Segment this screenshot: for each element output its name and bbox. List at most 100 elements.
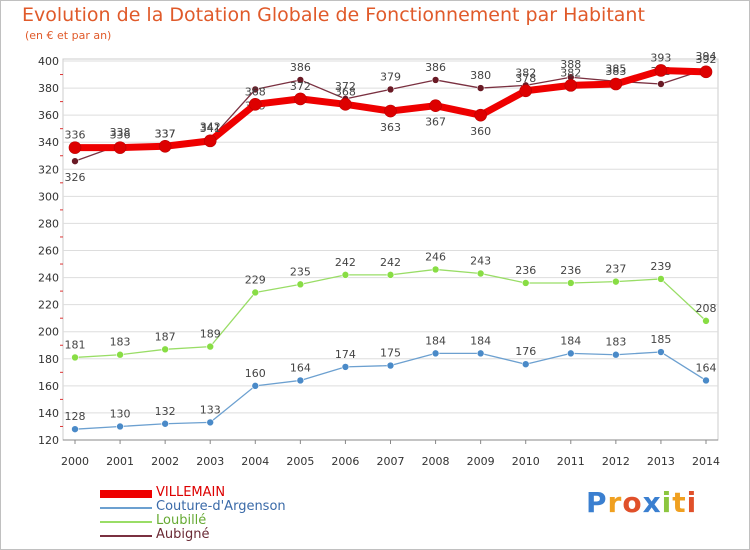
data-label: 132 [155,405,176,418]
x-tick-label: 2000 [61,455,89,468]
data-point [657,275,665,283]
legend-label: Loubillé [156,513,207,528]
data-point [657,348,665,356]
data-label: 187 [155,330,176,343]
data-label: 336 [110,129,131,142]
data-point [158,139,172,153]
data-point [474,108,487,122]
data-label: 326 [65,171,86,184]
y-tick-label: 260 [38,245,59,258]
data-label: 394 [696,50,717,63]
logo-letter: t [672,486,687,519]
x-tick-label: 2007 [377,455,405,468]
x-tick-label: 2011 [557,455,585,468]
data-label: 341 [200,122,221,135]
x-tick-label: 2013 [647,455,675,468]
data-point [71,425,79,433]
data-label: 383 [605,65,626,78]
data-point [431,265,440,274]
data-point [296,376,305,385]
data-point [161,345,169,354]
logo-letter: i [686,486,698,519]
x-tick-label: 2003 [196,455,224,468]
y-tick-label: 360 [38,109,59,122]
data-point [566,279,575,287]
data-point [341,363,350,371]
data-label: 392 [696,53,717,66]
data-point [657,80,665,88]
data-label: 336 [65,129,86,142]
plot-area [62,58,719,441]
data-point [476,84,485,92]
y-tick-label: 380 [38,82,59,95]
data-label: 160 [245,367,266,380]
y-tick-label: 400 [38,55,59,68]
x-tick-label: 2008 [422,455,450,468]
data-point [702,317,710,325]
y-tick-label: 240 [38,272,59,285]
data-label: 246 [425,250,446,263]
data-label: 184 [560,334,581,347]
data-point [476,269,485,278]
data-point [654,64,668,77]
data-point [206,342,215,351]
legend-label: VILLEMAIN [156,485,226,500]
data-label: 239 [650,260,671,273]
logo-letter: x [642,486,662,519]
legend-swatch [100,507,152,509]
data-point [116,350,124,359]
data-label: 176 [515,345,536,358]
data-label: 388 [560,58,581,71]
data-point [702,376,710,385]
data-label: 342 [200,121,221,134]
data-label: 236 [560,264,581,277]
y-tick-label: 220 [38,299,59,312]
chart-title: Evolution de la Dotation Globale de Fonc… [22,4,645,26]
data-point [71,353,79,362]
data-point [251,288,260,297]
data-label: 189 [200,328,221,341]
data-label: 380 [470,69,491,82]
data-label: 337 [155,127,176,140]
data-label: 385 [605,62,626,75]
data-label: 386 [290,61,311,74]
data-point [612,277,620,286]
data-label: 367 [425,116,446,129]
y-tick-label: 320 [38,163,59,176]
data-label: 242 [380,256,401,269]
data-label: 242 [335,256,356,269]
logo-letter: r [607,486,623,519]
y-tick-label: 180 [38,353,59,366]
legend-label: Aubigné [156,527,210,542]
legend-swatch [100,490,152,498]
data-point [251,85,260,94]
data-label: 382 [560,66,581,79]
data-point [429,99,442,112]
data-point [296,280,305,289]
data-point [248,98,262,111]
data-point [609,77,623,91]
data-point [113,141,127,154]
data-point [71,157,79,165]
data-label: 379 [380,70,401,83]
data-label: 237 [605,263,626,276]
data-label: 130 [110,407,131,420]
data-label: 386 [425,61,446,74]
data-point [431,349,440,358]
logo-letter: P [586,486,608,519]
proxiti-logo: Proxiti [586,486,697,519]
data-label: 229 [245,273,266,286]
data-label: 372 [335,80,356,93]
data-point [251,382,260,390]
data-point [519,84,533,98]
data-label: 372 [290,80,311,93]
legend-swatch [100,535,152,537]
x-tick-label: 2006 [331,455,359,468]
data-label: 133 [200,403,221,416]
legend-label: Couture-d'Argenson [156,499,286,514]
legend-swatch [100,521,152,523]
data-label: 174 [335,348,356,361]
data-point [476,349,485,358]
data-point [521,279,530,287]
